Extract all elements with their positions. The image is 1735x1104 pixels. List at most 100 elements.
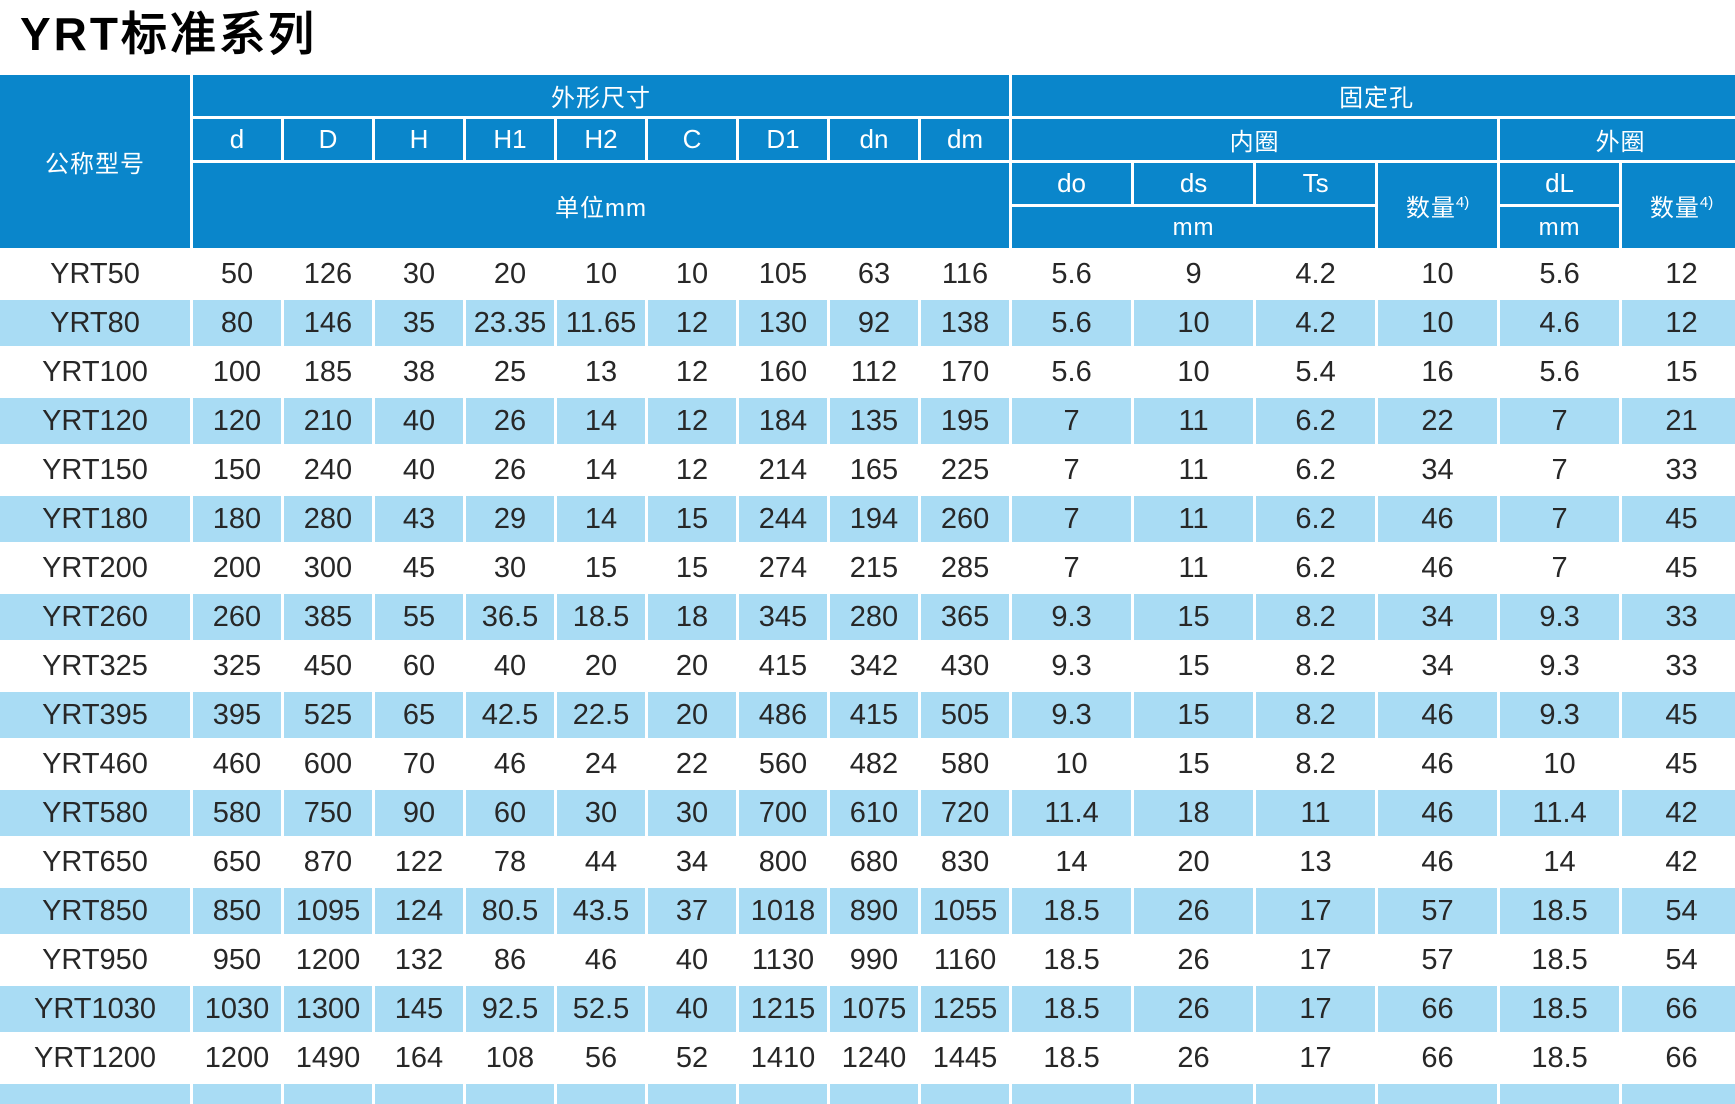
cell-ds: 11	[1134, 447, 1254, 493]
cell-dm: 430	[921, 643, 1010, 689]
cell-dm: 285	[921, 545, 1010, 591]
cell-D: 600	[284, 741, 372, 787]
cell-D1: 1215	[739, 986, 827, 1032]
cell-do: 5.6	[1012, 251, 1132, 297]
cell-dm: 260	[921, 496, 1010, 542]
cell-qty-inner: 16	[1378, 349, 1498, 395]
cell-dn: 990	[830, 937, 918, 983]
table-row: YRT460 460 600 70 46 24 22 560 482 580 10 15 8.2 46 10…	[0, 741, 1735, 787]
cell-dL: 7	[1500, 398, 1620, 444]
cell-H2: 44	[557, 839, 645, 885]
cell-model: YRT180	[0, 496, 190, 542]
cell-C: 40	[648, 986, 736, 1032]
cell-D: 300	[284, 545, 372, 591]
cell-C: 20	[648, 692, 736, 738]
cell-D1: 415	[739, 643, 827, 689]
cell-qty-inner: 46	[1378, 545, 1498, 591]
cell-H1: 42.5	[466, 692, 554, 738]
cell-H1: 92.5	[466, 986, 554, 1032]
table-row: YRT950 950 1200 132 86 46 40 1130 990 1160 18.5 26 1…	[0, 937, 1735, 983]
cell-do: 10	[1012, 741, 1132, 787]
cell-dn: 415	[830, 692, 918, 738]
cell-H2: 14	[557, 398, 645, 444]
cell-dL: 18.5	[1500, 986, 1620, 1032]
cell-do: 11.4	[1012, 790, 1132, 836]
col-header-H1: H1	[466, 119, 554, 160]
cell-D: 385	[284, 594, 372, 640]
cell-dm: 580	[921, 741, 1010, 787]
cell-dn: 482	[830, 741, 918, 787]
cell-dm: 195	[921, 398, 1010, 444]
cell-qty-outer: 42	[1622, 790, 1735, 836]
cell-D1	[739, 1084, 827, 1104]
cell-H: 45	[375, 545, 463, 591]
cell-Ts: 17	[1256, 888, 1376, 934]
cell-H1: 20	[466, 251, 554, 297]
cell-Ts: 8.2	[1256, 692, 1376, 738]
cell-model: YRT120	[0, 398, 190, 444]
table-row: YRT80 80 146 35 23.35 11.65 12 130 92 138 5.6 10 4.2…	[0, 300, 1735, 346]
cell-C: 20	[648, 643, 736, 689]
cell-d: 1200	[193, 1035, 281, 1081]
cell-do: 7	[1012, 447, 1132, 493]
cell-dn: 610	[830, 790, 918, 836]
cell-qty-outer: 45	[1622, 545, 1735, 591]
cell-do: 7	[1012, 398, 1132, 444]
cell-C: 12	[648, 447, 736, 493]
cell-Ts: 4.2	[1256, 251, 1376, 297]
cell-do: 9.3	[1012, 594, 1132, 640]
cell-dm: 1055	[921, 888, 1010, 934]
col-header-do: do	[1012, 163, 1132, 204]
cell-C: 12	[648, 300, 736, 346]
cell-H1: 26	[466, 447, 554, 493]
cell-H2: 18.5	[557, 594, 645, 640]
col-header-H: H	[375, 119, 463, 160]
cell-d: 100	[193, 349, 281, 395]
col-header-C: C	[648, 119, 736, 160]
cell-D: 450	[284, 643, 372, 689]
cell-qty-outer: 66	[1622, 1035, 1735, 1081]
cell-do: 9.3	[1012, 643, 1132, 689]
col-header-d: d	[193, 119, 281, 160]
cell-dL: 5.6	[1500, 349, 1620, 395]
cell-dL	[1500, 1084, 1620, 1104]
cell-D1: 244	[739, 496, 827, 542]
cell-dL: 14	[1500, 839, 1620, 885]
cell-model: YRT580	[0, 790, 190, 836]
cell-D: 870	[284, 839, 372, 885]
table-row: YRT100 100 185 38 25 13 12 160 112 170 5.6 10 5.4 16 5…	[0, 349, 1735, 395]
cell-qty-inner: 46	[1378, 790, 1498, 836]
cell-Ts: 6.2	[1256, 398, 1376, 444]
cell-model: YRT1030	[0, 986, 190, 1032]
cell-qty-inner: 10	[1378, 300, 1498, 346]
group-header-fixing-holes: 固定孔	[1012, 75, 1735, 116]
cell-Ts	[1256, 1084, 1376, 1104]
cell-dm: 138	[921, 300, 1010, 346]
cell-Ts: 17	[1256, 986, 1376, 1032]
cell-ds: 10	[1134, 300, 1254, 346]
col-header-qty-inner: 数量4)	[1378, 163, 1498, 248]
cell-Ts: 6.2	[1256, 447, 1376, 493]
cell-D1: 1018	[739, 888, 827, 934]
cell-D1: 105	[739, 251, 827, 297]
cell-d: 460	[193, 741, 281, 787]
table-body: YRT50 50 126 30 20 10 10 105 63 116 5.6 9 4.2 10 5.6 12…	[0, 251, 1735, 1104]
qty-label: 数量	[1405, 195, 1456, 222]
cell-C: 37	[648, 888, 736, 934]
cell-H: 90	[375, 790, 463, 836]
cell-C: 52	[648, 1035, 736, 1081]
cell-dL: 9.3	[1500, 594, 1620, 640]
cell-do: 18.5	[1012, 1035, 1132, 1081]
cell-qty-outer: 21	[1622, 398, 1735, 444]
cell-C: 12	[648, 398, 736, 444]
cell-H: 132	[375, 937, 463, 983]
cell-do: 5.6	[1012, 300, 1132, 346]
cell-qty-inner: 66	[1378, 1035, 1498, 1081]
cell-qty-inner: 66	[1378, 986, 1498, 1032]
cell-H2: 10	[557, 251, 645, 297]
cell-do: 18.5	[1012, 937, 1132, 983]
col-header-dm: dm	[921, 119, 1010, 160]
cell-Ts: 4.2	[1256, 300, 1376, 346]
cell-d: 150	[193, 447, 281, 493]
cell-H2: 14	[557, 496, 645, 542]
